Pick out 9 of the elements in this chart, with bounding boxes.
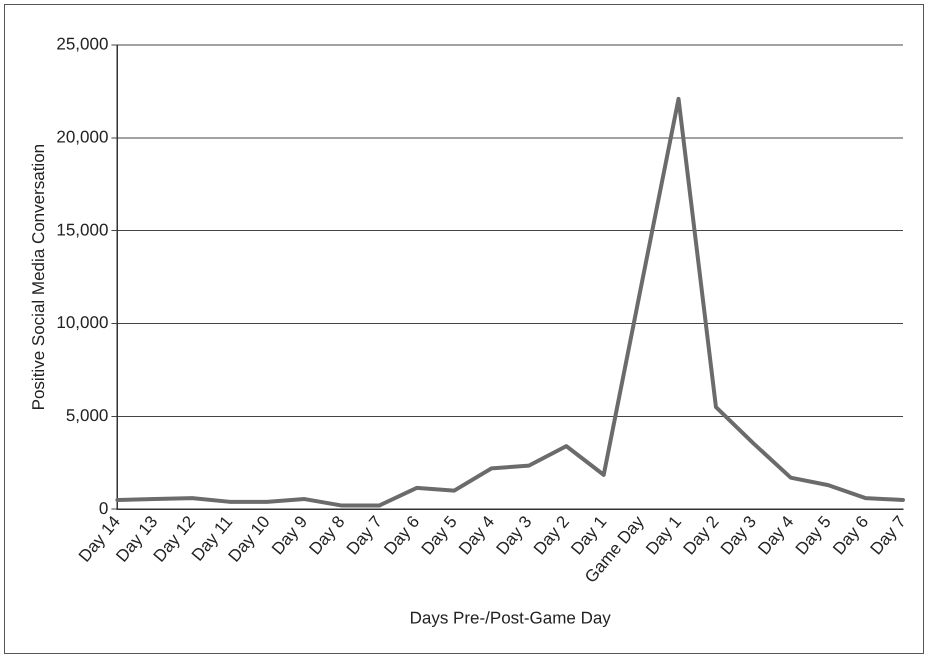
y-tick-label: 25,000: [56, 34, 108, 54]
x-axis-title: Days Pre-/Post-Game Day: [410, 608, 612, 628]
y-tick-label: 20,000: [56, 128, 108, 147]
x-tick-label: Day 7: [866, 512, 910, 558]
y-tick-label: 10,000: [56, 313, 108, 332]
y-axis-title: Positive Social Media Conversation: [28, 144, 48, 410]
y-tick-label: 15,000: [56, 220, 108, 240]
y-tick-label: 0: [98, 498, 108, 518]
y-tick-label: 5,000: [66, 406, 108, 426]
